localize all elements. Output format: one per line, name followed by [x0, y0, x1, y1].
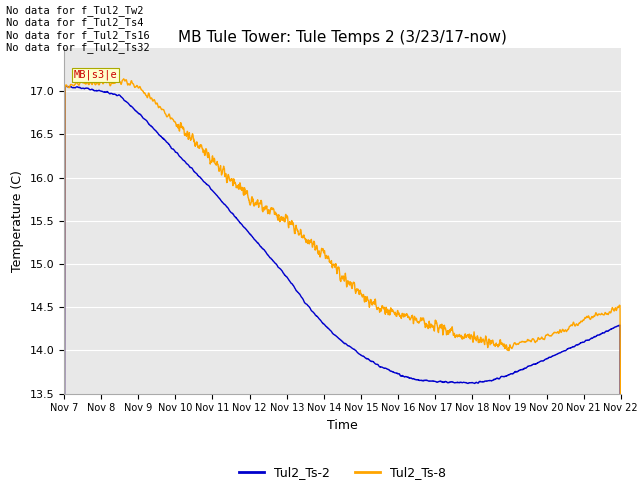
Tul2_Ts-8 [504, 346, 512, 351]
X-axis label: Time: Time [327, 419, 358, 432]
Tul2_Ts-8 [371, 298, 379, 303]
Tul2_Ts-2 [504, 372, 512, 378]
Tul2_Ts-8 [568, 323, 575, 328]
Tul2_Ts-2 [359, 353, 367, 359]
Legend: Tul2_Ts-2, Tul2_Ts-8: Tul2_Ts-2, Tul2_Ts-8 [234, 461, 451, 480]
Tul2_Ts-2 [216, 195, 223, 201]
Tul2_Ts-8 [584, 314, 591, 320]
Tul2_Ts-8 [113, 75, 121, 81]
Tul2_Ts-2 [568, 344, 575, 350]
Text: MB|s3|e: MB|s3|e [74, 70, 117, 80]
Line: Tul2_Ts-2: Tul2_Ts-2 [64, 86, 621, 480]
Title: MB Tule Tower: Tule Temps 2 (3/23/17-now): MB Tule Tower: Tule Temps 2 (3/23/17-now… [178, 30, 507, 46]
Tul2_Ts-2 [371, 360, 379, 366]
Y-axis label: Temperature (C): Temperature (C) [11, 170, 24, 272]
Text: No data for f_Tul2_Tw2
No data for f_Tul2_Ts4
No data for f_Tul2_Ts16
No data fo: No data for f_Tul2_Tw2 No data for f_Tul… [6, 5, 150, 53]
Tul2_Ts-8 [216, 168, 223, 174]
Tul2_Ts-2 [62, 83, 70, 89]
Tul2_Ts-2 [584, 337, 591, 343]
Line: Tul2_Ts-8: Tul2_Ts-8 [64, 78, 621, 480]
Tul2_Ts-8 [359, 293, 367, 299]
